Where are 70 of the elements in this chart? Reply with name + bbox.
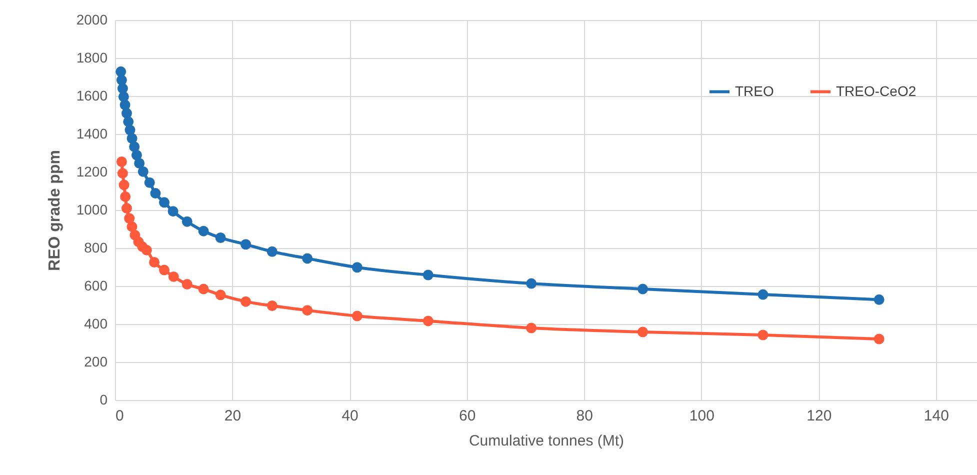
y-tick-label: 600 (84, 278, 108, 294)
point (117, 83, 128, 94)
point (129, 141, 140, 152)
point (121, 203, 132, 214)
point (150, 188, 161, 199)
y-tick-label: 1600 (76, 88, 108, 104)
x-tick-label: 20 (224, 408, 242, 424)
legend-label: TREO (735, 82, 774, 99)
point (120, 191, 131, 202)
point (126, 133, 138, 144)
point (138, 166, 148, 177)
point (168, 271, 179, 282)
x-tick-label: 60 (458, 408, 476, 424)
x-tick-label: 120 (806, 408, 832, 424)
point (758, 289, 768, 300)
y-tick-label: 1800 (76, 50, 108, 66)
x-tick-label: 80 (576, 408, 593, 424)
x-tick-label: 0 (116, 408, 124, 424)
point (302, 253, 313, 264)
point (422, 316, 434, 326)
x-axis-title: Cumulative tonnes (Mt) (468, 432, 624, 450)
point (124, 213, 135, 224)
point (638, 284, 648, 294)
point (117, 168, 128, 179)
point (266, 300, 278, 311)
point (159, 264, 170, 276)
point (141, 244, 152, 256)
point (134, 158, 145, 168)
y-tick-label: 2000 (76, 12, 108, 28)
point (266, 246, 278, 257)
y-tick-label: 0 (100, 392, 108, 408)
y-tick-label: 200 (84, 354, 108, 370)
point (758, 330, 768, 340)
point (182, 216, 192, 227)
x-tick-label: 140 (924, 408, 949, 424)
point (526, 278, 537, 289)
point (352, 310, 362, 322)
point (116, 156, 127, 167)
point (526, 322, 537, 334)
point (123, 116, 134, 127)
point (240, 239, 252, 250)
point (182, 279, 192, 290)
x-tick-label: 40 (342, 408, 358, 424)
point (131, 150, 142, 160)
point (121, 108, 132, 119)
y-axis-title: REO grade ppm (46, 150, 64, 271)
point (118, 180, 130, 190)
point (198, 284, 209, 294)
point (215, 232, 226, 243)
y-tick-label: 800 (84, 240, 108, 256)
point (352, 262, 362, 273)
point (126, 221, 138, 232)
point (302, 305, 313, 316)
x-tick-label: 100 (689, 408, 714, 424)
point (149, 257, 160, 268)
y-tick-label: 1200 (76, 164, 108, 180)
point (240, 296, 252, 307)
point (144, 177, 155, 188)
point (422, 270, 434, 280)
point (874, 334, 884, 344)
point (198, 226, 209, 236)
point (638, 326, 648, 338)
point (159, 197, 170, 208)
point (874, 294, 884, 305)
legend-label: TREO-CeO2 (836, 82, 916, 99)
point (168, 206, 178, 217)
y-tick-label: 1400 (76, 126, 108, 142)
point (215, 290, 226, 300)
y-tick-label: 400 (84, 316, 108, 332)
y-tick-label: 1000 (76, 202, 108, 218)
